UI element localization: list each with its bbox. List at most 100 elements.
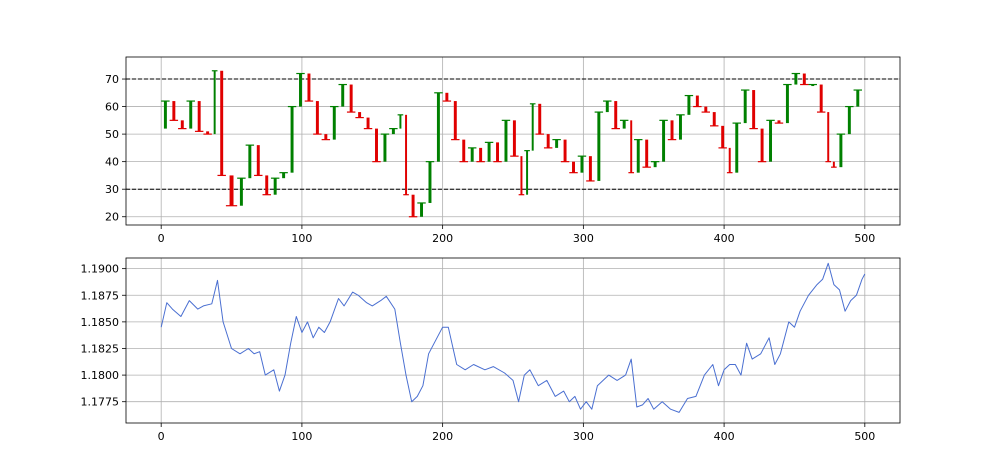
candle-bar — [777, 120, 781, 124]
candle-bar — [399, 114, 402, 129]
candle-bar — [645, 139, 649, 168]
x-tick-label: 100 — [291, 232, 312, 245]
candle-bar — [630, 120, 633, 173]
candle-bar — [653, 161, 657, 168]
candle-bar — [794, 73, 798, 85]
candle-bar — [462, 139, 466, 162]
candle-bar — [563, 139, 567, 162]
x-tick-label: 200 — [432, 430, 453, 443]
y-tick-label: 1.1875 — [81, 289, 120, 302]
candle-bar — [622, 120, 626, 129]
candle-bar — [526, 150, 529, 195]
x-tick-label: 200 — [432, 232, 453, 245]
y-tick-label: 1.1900 — [81, 263, 120, 276]
candle-bar — [802, 73, 806, 85]
candle-bar — [239, 178, 243, 206]
price-axes-frame — [125, 257, 901, 424]
candle-bar — [172, 101, 176, 121]
candle-bar — [307, 73, 311, 102]
candle-bar — [411, 194, 415, 217]
candle-bar — [197, 101, 201, 132]
x-tick-label: 0 — [158, 232, 165, 245]
candle-bar — [827, 112, 830, 162]
x-tick-label: 500 — [854, 232, 875, 245]
price-line-series — [160, 262, 866, 413]
price-ticks: 0 100 200 300 400 500 1.1775 1.1800 1.1825 1.1850… — [81, 263, 876, 443]
candle-bar — [341, 84, 345, 107]
candle-bar — [324, 134, 328, 140]
candle-bar — [555, 139, 559, 148]
candle-bar — [428, 161, 432, 203]
candle-bar — [180, 120, 184, 129]
x-tick-label: 100 — [291, 430, 312, 443]
candle-bar — [375, 128, 378, 162]
candle-bar — [290, 106, 294, 173]
candle-bar — [743, 90, 747, 124]
y-tick-label: 70 — [105, 73, 119, 86]
x-tick-label: 400 — [714, 430, 735, 443]
candle-bar — [487, 142, 491, 162]
candlestick-axes-frame — [125, 56, 901, 226]
y-tick-label: 1.1825 — [81, 342, 120, 355]
x-tick-label: 400 — [714, 232, 735, 245]
price-line-chart-panel: 0 100 200 300 400 500 1.1775 1.1800 1.1825 1.1850… — [81, 257, 901, 443]
candle-bar — [721, 125, 725, 148]
candlestick-bars — [161, 70, 863, 218]
candle-bar — [273, 178, 277, 195]
candle-bar — [420, 202, 424, 217]
candle-bar — [704, 106, 708, 113]
candle-bar — [769, 120, 773, 162]
candle-bar — [712, 112, 716, 126]
candle-bar — [678, 114, 682, 140]
candle-bar — [735, 123, 739, 173]
candle-bar — [265, 175, 269, 195]
candle-bar — [520, 156, 523, 195]
candle-bar — [597, 112, 601, 181]
candle-bar — [847, 106, 851, 135]
candle-bar — [436, 92, 440, 162]
x-tick-label: 500 — [854, 430, 875, 443]
candle-bar — [546, 134, 550, 148]
candle-bar — [811, 84, 815, 87]
candle-bar — [470, 147, 474, 162]
y-tick-label: 30 — [105, 183, 119, 196]
candle-bar — [206, 131, 210, 135]
candle-bar — [189, 101, 193, 129]
price-series-line — [160, 262, 866, 413]
candle-bar — [213, 70, 216, 135]
candle-bar — [358, 112, 362, 118]
candle-bar — [538, 103, 542, 135]
candle-bar — [349, 84, 353, 113]
x-tick-label: 300 — [573, 232, 594, 245]
candle-bar — [315, 101, 319, 135]
candle-bar — [785, 84, 789, 124]
candle-bar — [229, 175, 234, 206]
candle-bar — [248, 145, 252, 179]
candle-bar — [636, 139, 640, 173]
candle-bar — [670, 120, 674, 140]
candle-bar — [695, 95, 699, 107]
y-tick-label: 50 — [105, 128, 119, 141]
candle-bar — [752, 90, 756, 129]
candle-bar — [588, 156, 592, 181]
candle-bar — [383, 134, 387, 162]
candle-bar — [839, 134, 843, 168]
candle-bar — [687, 95, 691, 115]
candle-bar — [282, 172, 286, 179]
candle-bar — [391, 128, 395, 135]
candlestick-reference-lines — [126, 78, 900, 190]
candle-bar — [256, 145, 260, 176]
y-tick-label: 40 — [105, 156, 119, 169]
candle-bar — [405, 114, 408, 195]
candle-bar — [531, 103, 534, 151]
candlestick-chart-panel: 0 100 200 300 400 500 20 30 40 50 60 70 — [105, 56, 901, 245]
candle-bar — [614, 101, 618, 129]
y-tick-label: 1.1775 — [81, 396, 120, 409]
candle-bar — [332, 106, 336, 140]
candle-bar — [728, 147, 731, 173]
candle-bar — [504, 120, 508, 162]
y-tick-label: 1.1850 — [81, 316, 120, 329]
candle-bar — [832, 161, 835, 168]
